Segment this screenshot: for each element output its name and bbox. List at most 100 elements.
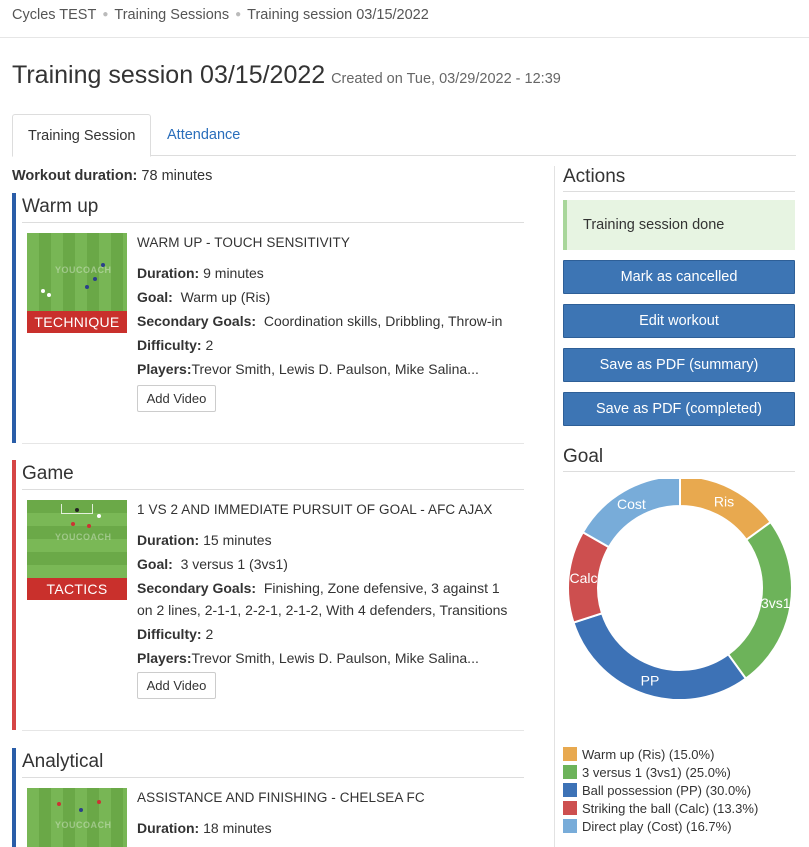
goal-label: Goal: bbox=[137, 556, 173, 572]
goal-divider bbox=[563, 471, 795, 472]
workout-duration: Workout duration: 78 minutes bbox=[12, 168, 526, 184]
mark-cancelled-button[interactable]: Mark as cancelled bbox=[563, 260, 795, 294]
exercise-card-game: Game YOUCOACH TACTICS 1 VS 2 AND IMMEDIA… bbox=[12, 460, 527, 731]
donut-slice-label: 3vs1 bbox=[761, 595, 791, 611]
legend-label: 3 versus 1 (3vs1) (25.0%) bbox=[582, 765, 731, 780]
goal-label: Goal: bbox=[137, 289, 173, 305]
legend-swatch bbox=[563, 819, 577, 833]
breadcrumb-sessions-link[interactable]: Training Sessions bbox=[114, 7, 230, 23]
player-dot-icon bbox=[85, 285, 89, 289]
legend-swatch bbox=[563, 765, 577, 779]
save-pdf-completed-button[interactable]: Save as PDF (completed) bbox=[563, 392, 795, 426]
legend-swatch bbox=[563, 747, 577, 761]
pitch-image bbox=[27, 788, 127, 847]
card-divider bbox=[22, 443, 524, 444]
section-divider bbox=[22, 489, 524, 490]
breadcrumb: Cycles TEST ● Training Sessions ● Training s… bbox=[12, 7, 429, 23]
donut-slice-cost[interactable] bbox=[581, 479, 681, 549]
exercise-title[interactable]: 1 VS 2 AND IMMEDIATE PURSUIT OF GOAL - A… bbox=[137, 502, 493, 517]
difficulty-value: 2 bbox=[205, 337, 214, 353]
tab-bar: Training Session Attendance bbox=[12, 114, 796, 157]
card-divider bbox=[22, 730, 524, 731]
duration-value: 18 minutes bbox=[203, 820, 272, 836]
player-dot-icon bbox=[101, 263, 105, 267]
players-label: Players: bbox=[137, 361, 192, 377]
goal-box-icon bbox=[61, 504, 93, 514]
section-color-bar bbox=[12, 460, 16, 730]
section-divider bbox=[22, 777, 524, 778]
legend-item: Ball possession (PP) (30.0%) bbox=[563, 782, 809, 800]
player-dot-icon bbox=[87, 524, 91, 528]
add-video-button[interactable]: Add Video bbox=[137, 385, 216, 412]
legend-swatch bbox=[563, 801, 577, 815]
breadcrumb-separator-icon: ● bbox=[102, 9, 109, 20]
tab-attendance[interactable]: Attendance bbox=[167, 127, 241, 143]
donut-slice-label: PP bbox=[641, 672, 660, 688]
duration-label: Duration: bbox=[137, 820, 200, 836]
goal-value: Warm up (Ris) bbox=[180, 289, 271, 305]
section-color-bar bbox=[12, 193, 16, 443]
column-divider bbox=[554, 166, 555, 847]
player-dot-icon bbox=[79, 808, 83, 812]
legend-label: Striking the ball (Calc) (13.3%) bbox=[582, 801, 759, 816]
donut-slice-label: Calc bbox=[570, 570, 598, 586]
player-dot-icon bbox=[75, 508, 79, 512]
duration-label: Duration: bbox=[137, 532, 200, 548]
legend-item: 3 versus 1 (3vs1) (25.0%) bbox=[563, 764, 809, 782]
breadcrumb-current: Training session 03/15/2022 bbox=[247, 7, 429, 23]
status-alert: Training session done bbox=[563, 200, 795, 250]
save-pdf-summary-button[interactable]: Save as PDF (summary) bbox=[563, 348, 795, 382]
goal-donut-chart: Ris 3vs1 PP Calc Cost bbox=[567, 479, 793, 701]
exercise-details: Duration: 15 minutes Goal: 3 versus 1 (3… bbox=[137, 529, 527, 669]
legend-label: Direct play (Cost) (16.7%) bbox=[582, 819, 732, 834]
player-dot-icon bbox=[97, 514, 101, 518]
exercise-card-warm-up: Warm up YOUCOACH TECHNIQUE WARM UP - TOU… bbox=[12, 193, 526, 444]
goal-chart-title: Goal bbox=[563, 446, 604, 467]
exercise-thumbnail[interactable]: YOUCOACH TACTICS bbox=[27, 500, 127, 600]
players-value: Trevor Smith, Lewis D. Paulson, Mike Sal… bbox=[191, 650, 479, 666]
edit-workout-button[interactable]: Edit workout bbox=[563, 304, 795, 338]
chart-legend: Warm up (Ris) (15.0%) 3 versus 1 (3vs1) (… bbox=[563, 746, 809, 836]
goal-section: Goal bbox=[563, 446, 795, 472]
section-title: Warm up bbox=[22, 196, 99, 217]
actions-title: Actions bbox=[563, 166, 626, 187]
legend-item: Warm up (Ris) (15.0%) bbox=[563, 746, 809, 764]
legend-label: Warm up (Ris) (15.0%) bbox=[582, 747, 715, 762]
difficulty-value: 2 bbox=[205, 626, 214, 642]
thumbnail-watermark: YOUCOACH bbox=[55, 532, 112, 542]
donut-slice-pp[interactable] bbox=[572, 612, 748, 701]
created-date: Created on Tue, 03/29/2022 - 12:39 bbox=[331, 71, 561, 87]
players-value: Trevor Smith, Lewis D. Paulson, Mike Sal… bbox=[191, 361, 479, 377]
legend-item: Direct play (Cost) (16.7%) bbox=[563, 818, 809, 836]
exercise-details: Duration: 18 minutes bbox=[137, 817, 527, 839]
difficulty-label: Difficulty: bbox=[137, 337, 202, 353]
workout-duration-label: Workout duration: bbox=[12, 168, 138, 184]
secondary-goals-value-cont: on 2 lines, 2-1-1, 2-2-1, 2-1-2, With 4 … bbox=[137, 602, 508, 618]
donut-slice-label: Ris bbox=[714, 494, 734, 510]
section-title: Analytical bbox=[22, 751, 104, 772]
secondary-goals-value: Coordination skills, Dribbling, Throw-in bbox=[263, 313, 503, 329]
duration-label: Duration: bbox=[137, 265, 200, 281]
sidebar: Actions Training session done Mark as ca… bbox=[563, 166, 795, 834]
header-divider bbox=[0, 37, 809, 38]
goal-value: 3 versus 1 (3vs1) bbox=[180, 556, 288, 572]
tab-training-session[interactable]: Training Session bbox=[12, 114, 152, 157]
section-title: Game bbox=[22, 463, 74, 484]
exercise-title[interactable]: WARM UP - TOUCH SENSITIVITY bbox=[137, 235, 350, 250]
exercise-title[interactable]: ASSISTANCE AND FINISHING - CHELSEA FC bbox=[137, 790, 425, 805]
section-color-bar bbox=[12, 748, 16, 847]
duration-value: 15 minutes bbox=[203, 532, 272, 548]
player-dot-icon bbox=[57, 802, 61, 806]
pitch-image bbox=[27, 233, 127, 311]
exercise-thumbnail[interactable]: YOUCOACH TECHNIQUE bbox=[27, 233, 127, 333]
difficulty-label: Difficulty: bbox=[137, 626, 202, 642]
exercise-thumbnail[interactable]: YOUCOACH bbox=[27, 788, 127, 847]
page-title: Training session 03/15/2022 Created on T… bbox=[12, 61, 561, 90]
breadcrumb-cycles-link[interactable]: Cycles TEST bbox=[12, 7, 97, 23]
donut-slice-label: Cost bbox=[617, 496, 646, 512]
player-dot-icon bbox=[47, 293, 51, 297]
section-divider bbox=[22, 222, 524, 223]
page-title-text: Training session 03/15/2022 bbox=[12, 61, 326, 89]
add-video-button[interactable]: Add Video bbox=[137, 672, 216, 699]
legend-swatch bbox=[563, 783, 577, 797]
